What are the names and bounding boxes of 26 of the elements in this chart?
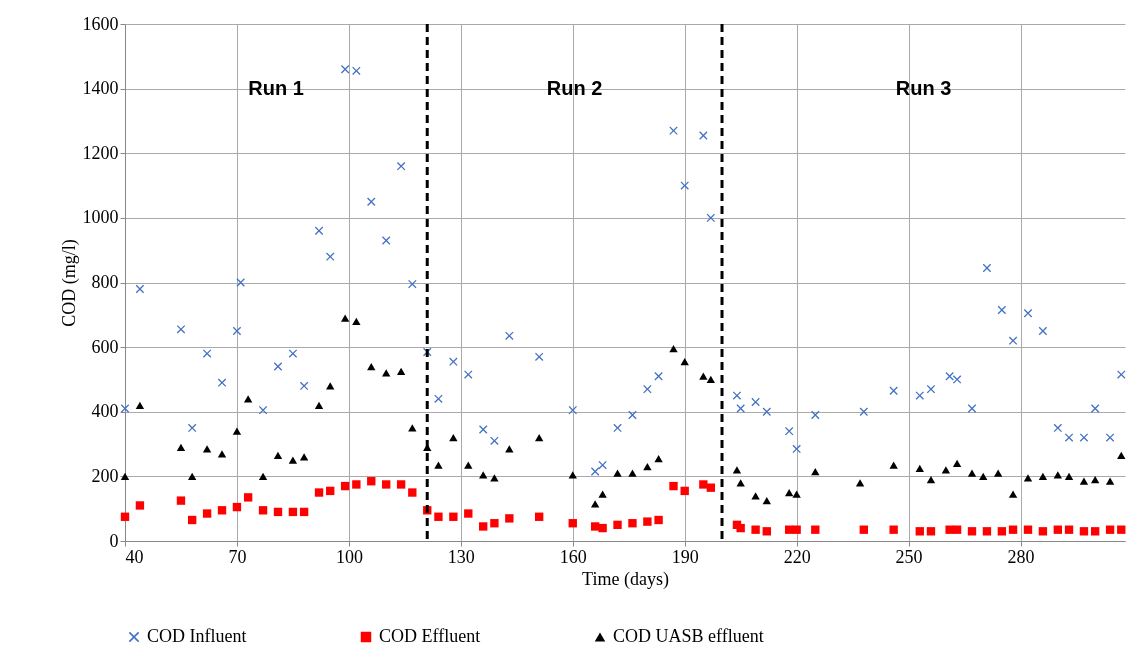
x-tick-label: 160 <box>559 546 587 567</box>
annotation: Run 1 <box>248 76 304 99</box>
annotation: Run 2 <box>546 76 603 99</box>
x-axis-title: Time (days) <box>582 568 669 590</box>
y-tick-label: 400 <box>91 401 119 422</box>
y-tick-label: 200 <box>91 465 119 486</box>
x-tick-label: 40 <box>125 546 144 567</box>
legend-label: COD Influent <box>147 626 247 646</box>
y-axis-title: COD (mg/l) <box>58 239 80 327</box>
legend-label: COD Effluent <box>379 626 481 646</box>
annotation: Run 3 <box>895 76 952 99</box>
y-tick-label: 1400 <box>82 78 119 99</box>
x-tick-label: 70 <box>228 546 247 567</box>
x-tick-label: 100 <box>335 546 363 567</box>
x-tick-label: 250 <box>895 546 923 567</box>
y-tick-label: 800 <box>91 272 119 292</box>
y-tick-label: 600 <box>91 336 119 357</box>
x-tick-label: 280 <box>1007 546 1035 567</box>
y-tick-label: 1000 <box>82 207 119 228</box>
y-tick-label: 0 <box>109 530 119 551</box>
y-tick-label: 1600 <box>82 13 119 34</box>
x-tick-label: 190 <box>671 546 699 567</box>
y-tick-label: 1200 <box>82 142 119 163</box>
x-tick-label: 130 <box>447 546 475 567</box>
x-tick-label: 220 <box>783 546 811 567</box>
legend-label: COD UASB effluent <box>613 626 764 646</box>
